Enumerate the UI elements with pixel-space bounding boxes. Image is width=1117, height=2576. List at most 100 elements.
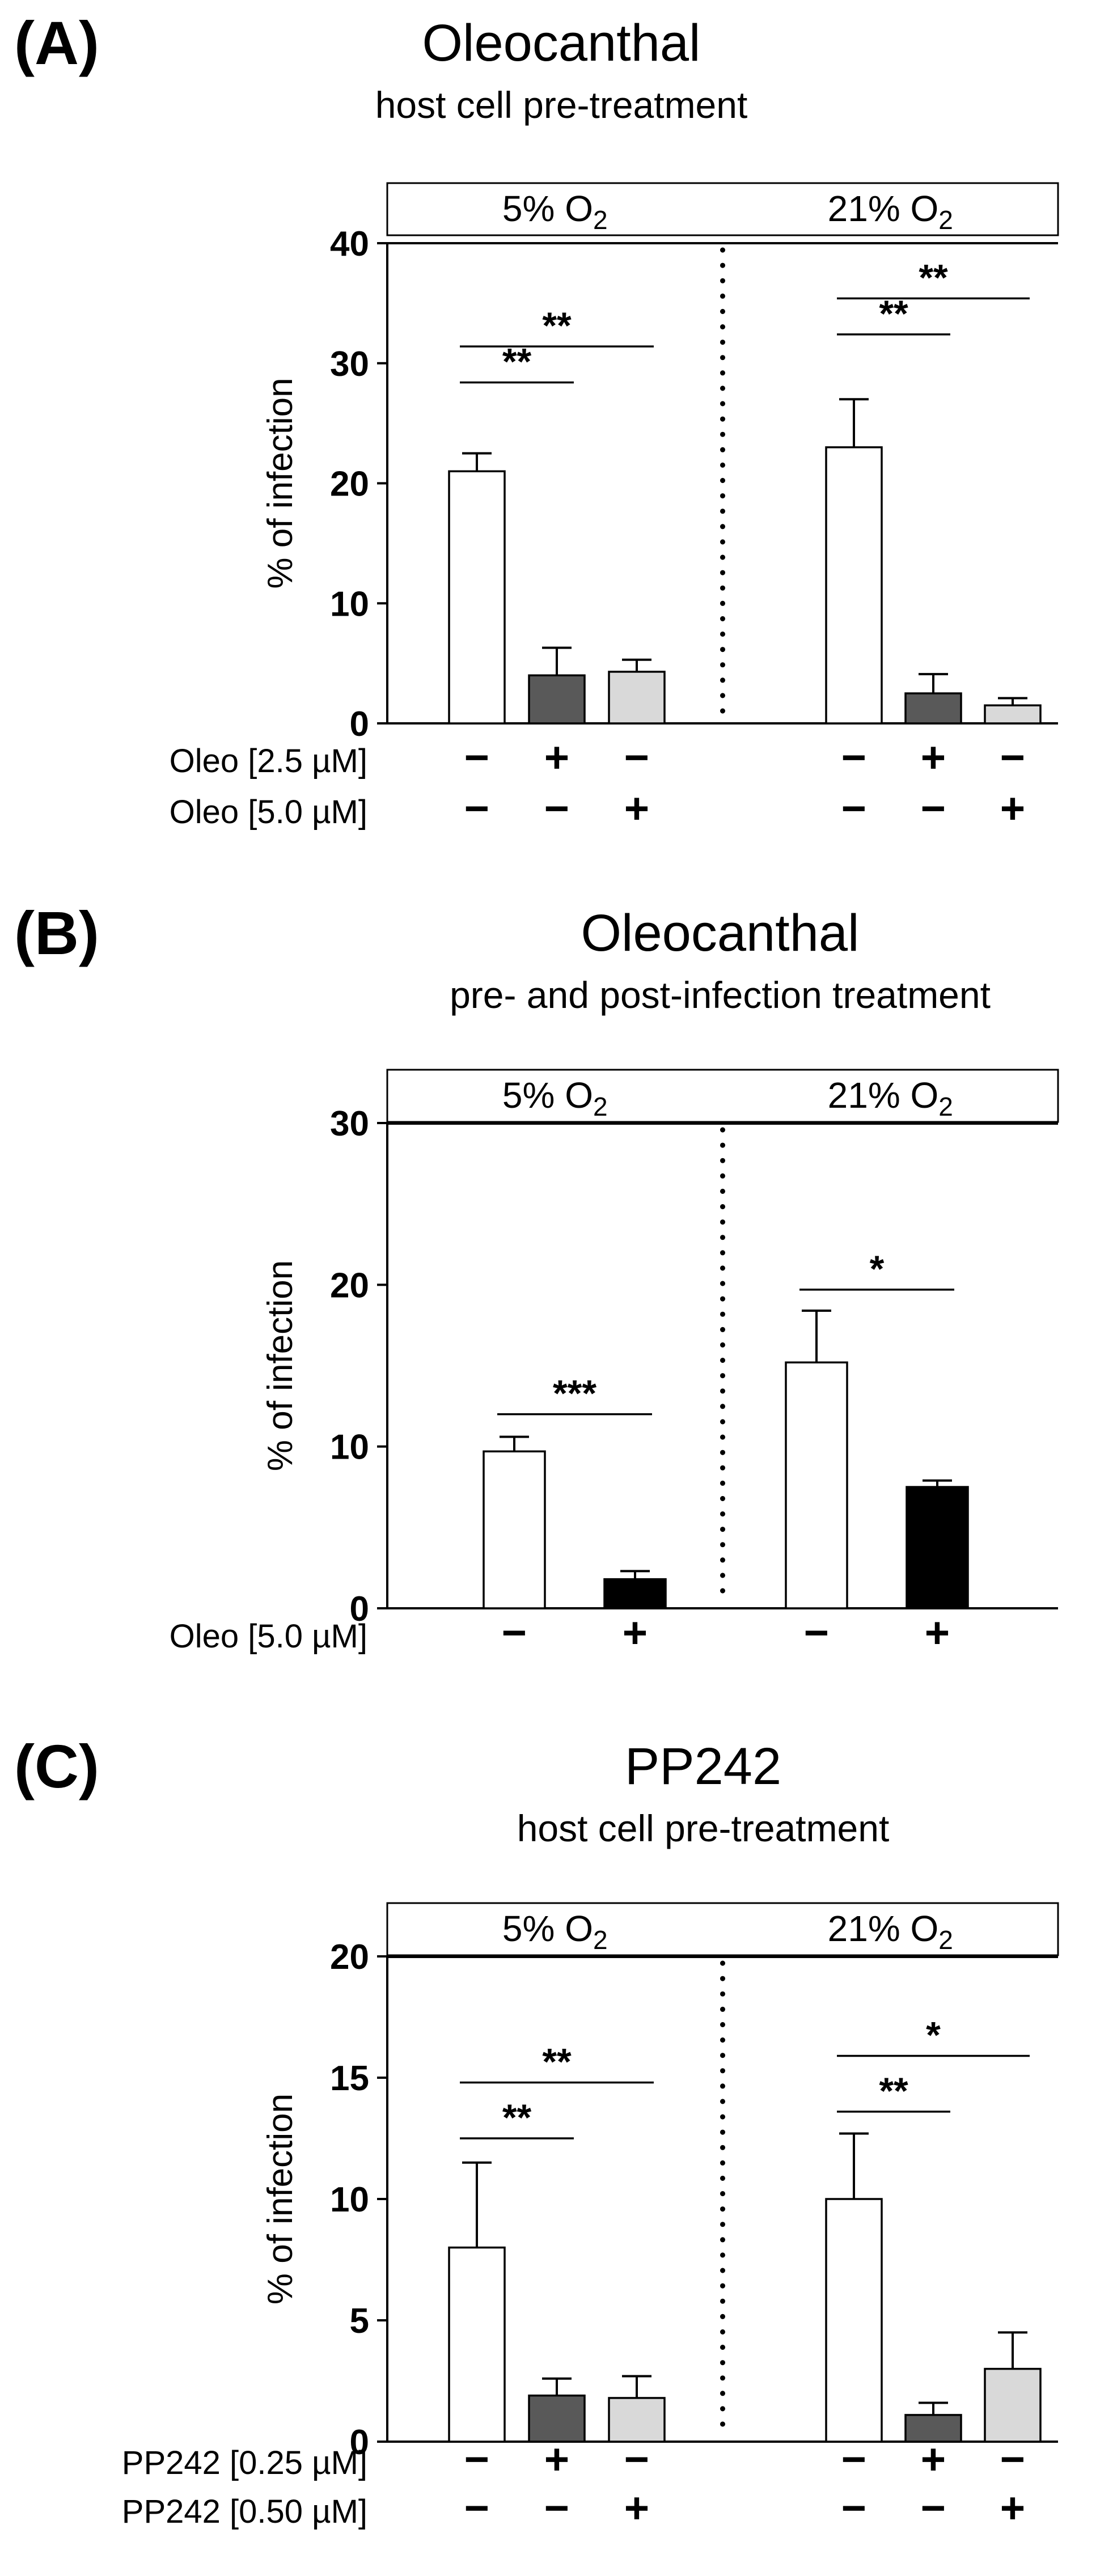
x-row-symbol: − [841,785,866,833]
panel-b-title: Oleocanthal [581,904,860,962]
bar [785,1361,848,1609]
y-tick-label: 10 [330,2180,369,2219]
y-axis-title: % of infection [261,378,300,588]
significance-stars: ** [502,341,532,383]
x-row-symbol: − [1000,2435,1025,2484]
y-tick-label: 30 [330,1104,369,1143]
condition-label: 21% O2 [828,1075,953,1121]
x-row-symbol: + [544,2435,569,2484]
x-row-label: Oleo [5.0 µM] [170,794,367,831]
panel-a-subtitle: host cell pre-treatment [375,84,748,126]
panel-b: 5% O2 21% O2 0 10 20 30% of infection *** * Oleo… [0,890,1117,1723]
y-tick-label: 0 [350,2423,369,2462]
x-row-label: Oleo [5.0 µM] [170,1618,367,1655]
x-row-symbol: − [804,1609,829,1657]
bar [904,2414,962,2443]
significance-stars: ** [919,256,948,298]
significance-stars: ** [879,293,908,334]
significance-stars: ** [879,2070,908,2112]
significance-stars: ** [542,2041,572,2083]
x-row-symbol: − [464,2435,489,2484]
y-tick-label: 0 [350,705,369,744]
significance-stars: ** [542,304,572,346]
condition-header-box [386,1069,1059,1123]
y-axis-title: % of infection [261,2094,300,2304]
bar [904,692,962,724]
significance-stars: * [870,1248,885,1290]
x-row-symbol: − [624,2435,649,2484]
panel-c-title: PP242 [624,1738,782,1795]
x-row-symbol: − [464,785,489,833]
y-tick-label: 5 [350,2302,369,2341]
x-row-symbol: + [921,734,946,782]
y-tick-label: 0 [350,1590,369,1629]
bar [608,671,666,724]
y-axis-title: % of infection [261,1260,300,1471]
x-row-symbol: + [624,2484,649,2532]
condition-header-box [386,182,1059,236]
condition-label: 21% O2 [828,188,953,235]
bar [608,2397,666,2443]
bar [984,2367,1042,2443]
bar [448,470,506,724]
significance-stars: * [926,2014,941,2056]
x-row-symbol: − [841,2435,866,2484]
x-row-symbol: − [544,785,569,833]
panel-a: 5% O2 21% O2 0 10 20 30 40% of infection ** ** **… [0,0,1117,890]
x-row-symbol: + [624,785,649,833]
panel-c-subtitle: host cell pre-treatment [517,1807,890,1849]
condition-label: 21% O2 [828,1908,953,1955]
x-row-symbol: + [921,2435,946,2484]
y-tick-label: 15 [330,2059,369,2098]
bar [825,2198,883,2443]
x-row-symbol: − [464,734,489,782]
panel-c-label: (C) [14,1732,99,1800]
panel-b-subtitle: pre- and post-infection treatment [450,974,991,1016]
x-row-label: PP242 [0.50 µM] [122,2493,367,2530]
bar [528,674,586,724]
x-row-symbol: + [623,1609,648,1657]
x-row-symbol: + [1000,785,1025,833]
x-row-symbol: − [921,2484,946,2532]
x-row-symbol: + [925,1609,950,1657]
y-tick-label: 10 [330,584,369,624]
x-row-symbol: + [1000,2484,1025,2532]
y-tick-label: 10 [330,1428,369,1467]
y-tick-label: 20 [330,465,369,504]
condition-header-box [386,1902,1059,1956]
condition-label: 5% O2 [502,1075,608,1121]
x-row-symbol: − [841,734,866,782]
y-tick-label: 20 [330,1266,369,1305]
x-row-symbol: − [921,785,946,833]
panel-a-title: Oleocanthal [422,14,701,72]
y-tick-label: 40 [330,224,369,264]
x-row-symbol: − [841,2484,866,2532]
bar [825,446,883,724]
x-row-symbol: − [502,1609,527,1657]
panel-c: 5% O2 21% O2 0 5 10 15 20% of infection ** ** ** *… [0,1723,1117,2576]
bar [984,704,1042,724]
y-tick-label: 20 [330,1938,369,1977]
panel-b-label: (B) [14,899,99,967]
x-row-symbol: + [544,734,569,782]
x-row-symbol: − [544,2484,569,2532]
bar [483,1450,546,1609]
bar [528,2394,586,2443]
significance-stars: ** [502,2096,532,2138]
significance-stars: *** [553,1372,596,1414]
x-row-symbol: − [1000,734,1025,782]
condition-label: 5% O2 [502,188,608,235]
bar [448,2246,506,2443]
condition-label: 5% O2 [502,1908,608,1955]
x-row-label: PP242 [0.25 µM] [122,2444,367,2481]
bar [906,1486,969,1609]
x-row-symbol: − [624,734,649,782]
y-tick-label: 30 [330,345,369,384]
bar [603,1578,667,1609]
panel-a-label: (A) [14,9,99,77]
x-row-symbol: − [464,2484,489,2532]
